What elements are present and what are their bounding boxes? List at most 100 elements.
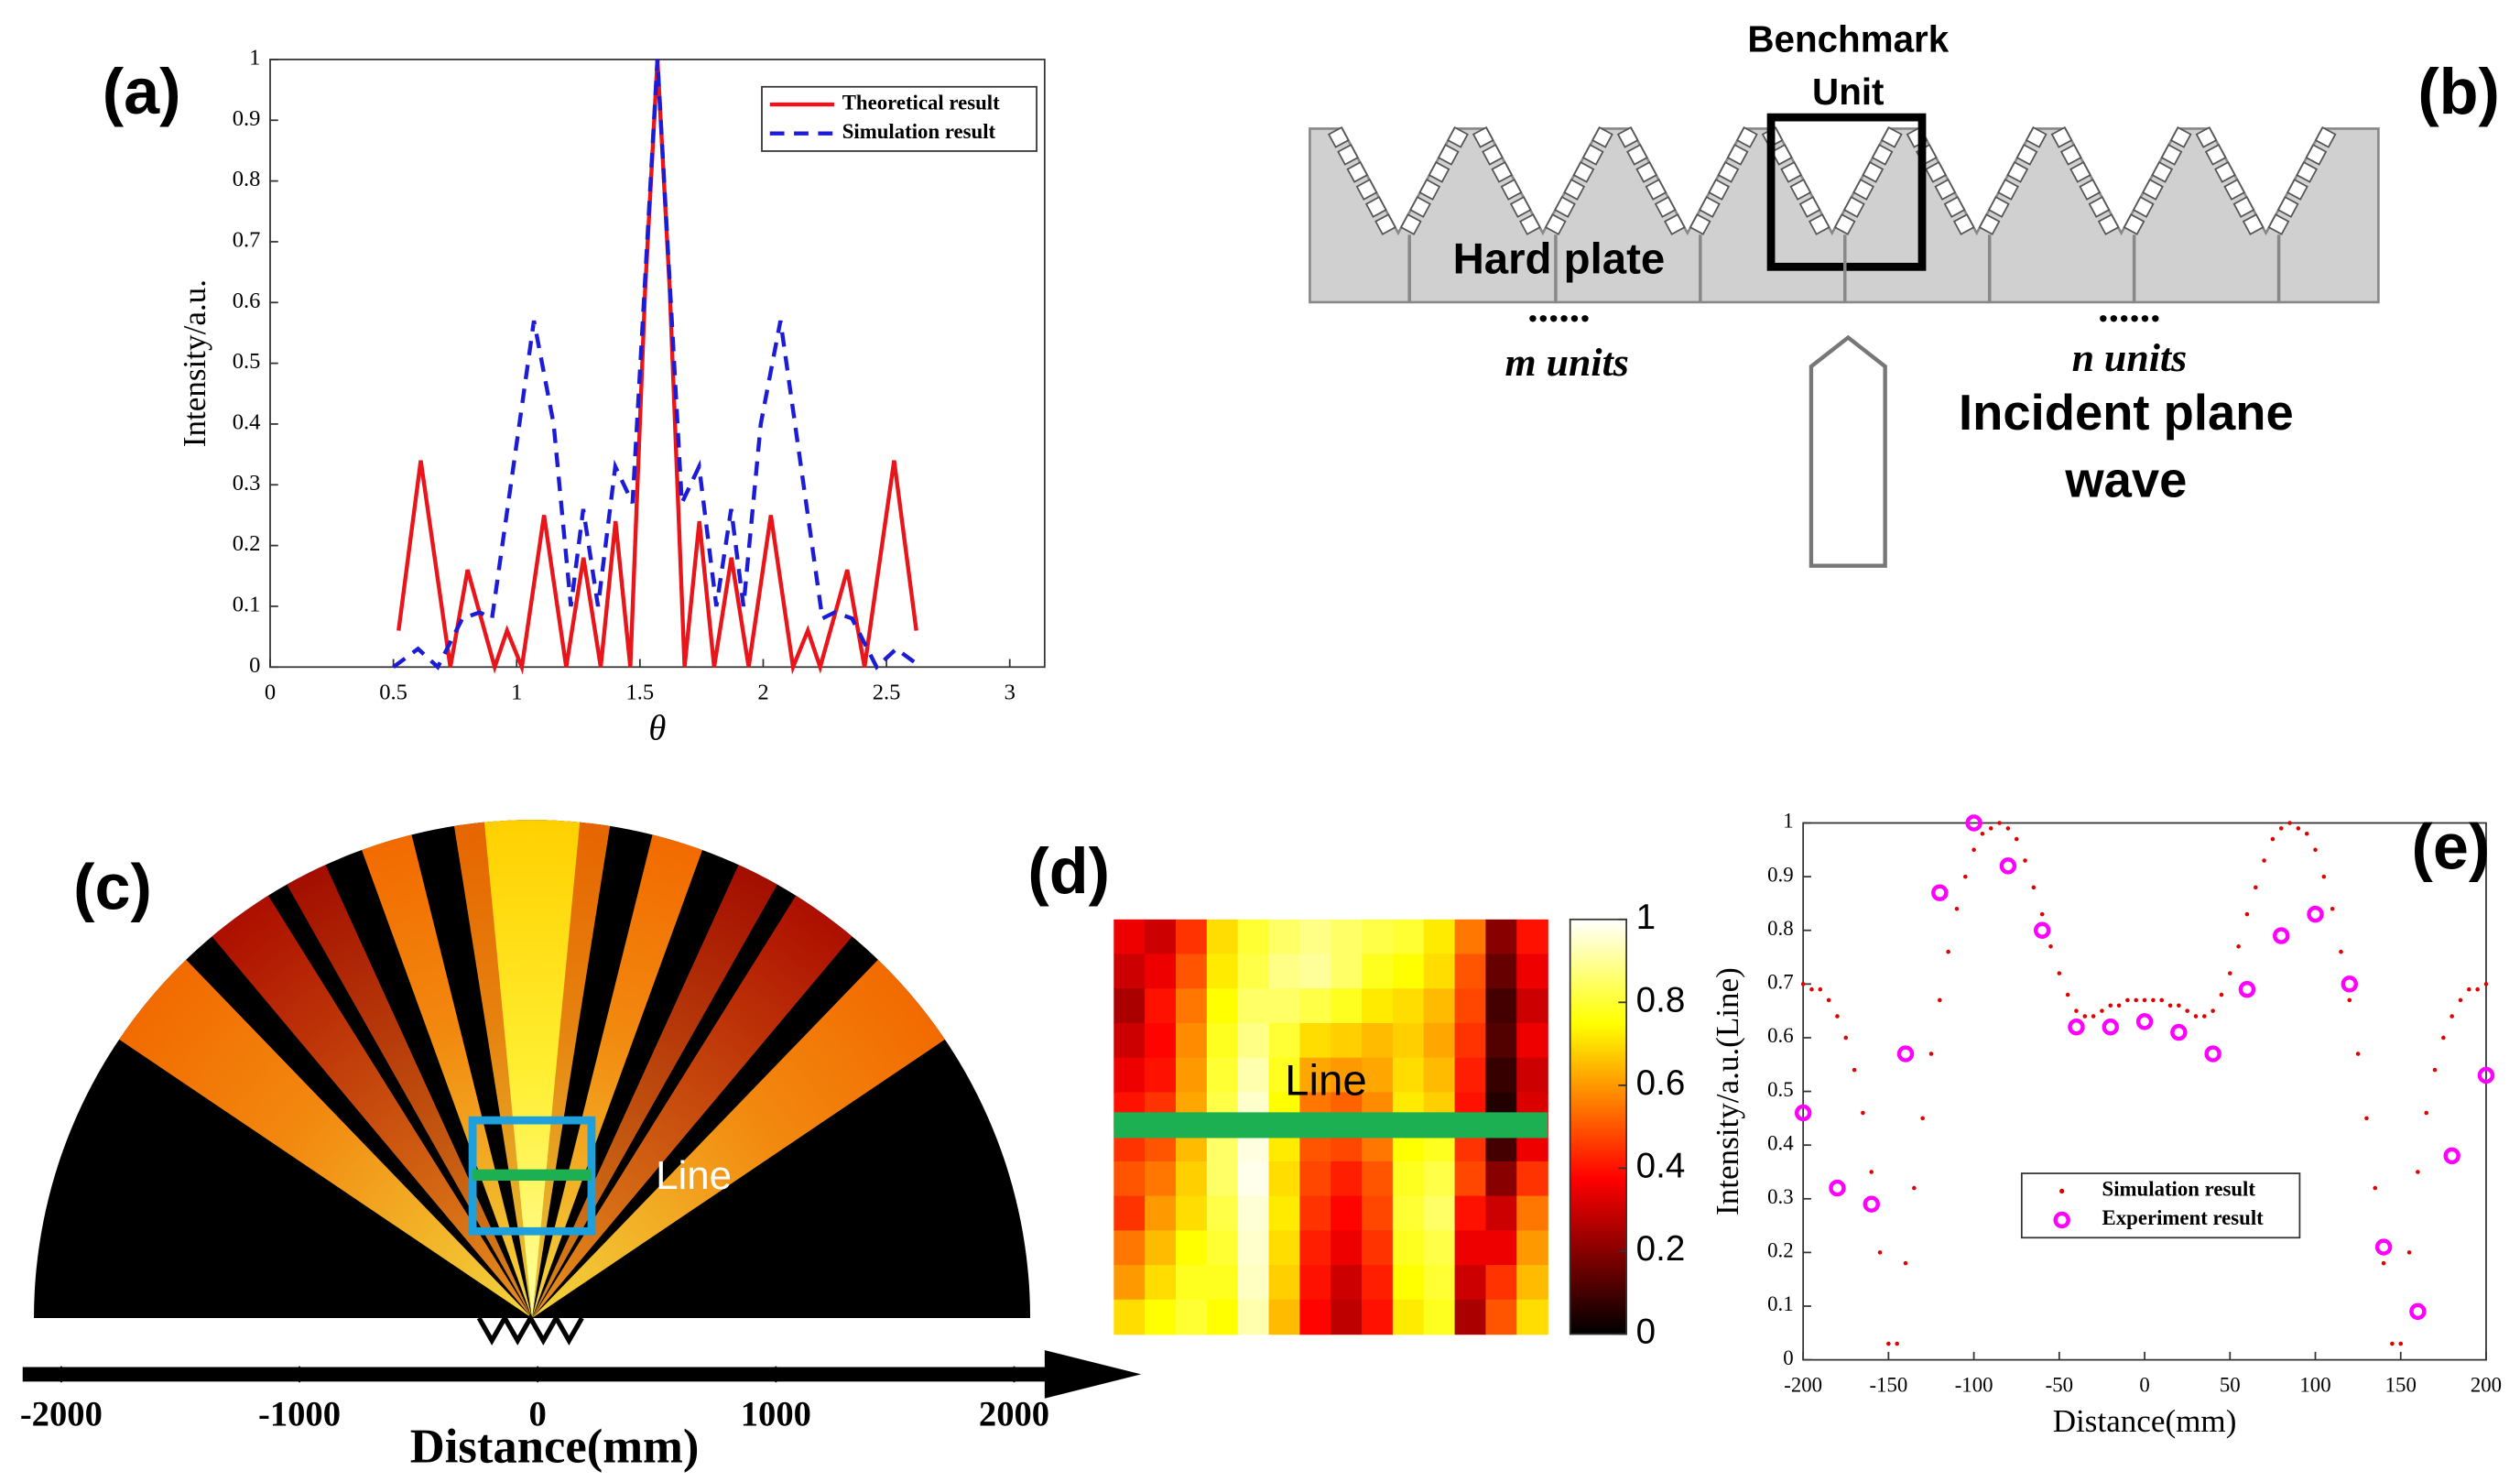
cell [1880, 126, 1903, 148]
cell [1952, 213, 1975, 235]
x-tick-label: -1000 [258, 1396, 341, 1434]
data-point [2108, 1003, 2113, 1008]
heat-cell [1362, 1057, 1394, 1094]
beam [263, 821, 533, 1319]
cell [1735, 126, 1758, 148]
heat-cell [1113, 919, 1146, 955]
heat-cell [1299, 1299, 1331, 1335]
cell [2242, 213, 2265, 235]
cell [1699, 196, 1721, 218]
cell [1472, 126, 1494, 148]
y-tick-label: 1 [1783, 810, 1793, 833]
heat-cell [1299, 1195, 1331, 1232]
heat-cell [1113, 1022, 1146, 1059]
beam-field [22, 820, 1142, 1399]
cell [2276, 196, 2299, 218]
cell [1664, 213, 1686, 235]
data-point [1835, 1014, 1840, 1019]
data-point [2082, 1014, 2088, 1019]
heat-cell [1299, 1230, 1331, 1266]
beam [479, 820, 585, 1319]
data-point [1954, 906, 1960, 911]
data-point [2023, 858, 2027, 863]
heat-cell [1454, 1265, 1487, 1301]
cell [1500, 179, 1523, 201]
incident-label: wave [2064, 452, 2187, 508]
heat-cell [1331, 1265, 1363, 1301]
data-point [2065, 992, 2070, 997]
data-point [2014, 836, 2019, 842]
x-tick-label: 0 [529, 1396, 547, 1434]
cell [2267, 213, 2290, 235]
colorbar [1569, 918, 1627, 1335]
heat-cell [1485, 953, 1517, 989]
cell [1871, 144, 1894, 166]
cell [1842, 196, 1865, 218]
data-point [1971, 847, 1976, 853]
y-tick-label: 0.3 [1767, 1185, 1794, 1208]
heat-cell [1454, 953, 1487, 989]
data-point [1896, 1045, 1915, 1062]
data-point [2416, 1170, 2420, 1174]
heat-cell [1454, 1230, 1487, 1266]
legend-label: Theoretical result [842, 91, 1000, 114]
cell [1987, 196, 2010, 218]
heat-cell [1331, 1057, 1363, 1094]
heat-cell [1516, 953, 1548, 989]
legend-swatch [2053, 1211, 2070, 1229]
heat-cell [1299, 988, 1331, 1024]
data-point [2339, 949, 2343, 954]
cell [1978, 213, 2001, 235]
y-tick-label: 0.8 [1767, 917, 1794, 940]
data-point [2159, 997, 2164, 1003]
data-point [1818, 986, 1823, 992]
data-point [1852, 1067, 1857, 1073]
y-tick-label: 0.6 [1767, 1024, 1794, 1047]
heat-cell [1268, 1299, 1301, 1335]
heat-cell [1113, 1230, 1146, 1266]
cell [1789, 179, 1812, 201]
cell [1925, 161, 1947, 183]
heat-cell [1454, 1161, 1487, 1197]
data-point [2409, 1302, 2427, 1321]
cell [2079, 179, 2102, 201]
colorbar-label: 0.6 [1636, 1063, 1686, 1103]
panel-label: (e) [2411, 811, 2490, 883]
data-point [2321, 874, 2327, 879]
annotation: Line [1285, 1056, 1367, 1105]
heat-cell [1268, 988, 1301, 1024]
cell [2195, 126, 2218, 148]
data-point [2304, 831, 2309, 836]
data-point [2287, 821, 2292, 825]
beam [532, 820, 720, 1319]
heat-cell [1485, 1230, 1517, 1266]
heat-cell [1516, 1195, 1548, 1232]
heat-cell [1454, 919, 1487, 955]
cell [1437, 144, 1460, 166]
heat-cell [1145, 1022, 1177, 1059]
heat-cell [1362, 919, 1394, 955]
data-point [2483, 982, 2489, 986]
heat-cell [1331, 919, 1363, 955]
heat-cell [1454, 1299, 1487, 1335]
cell [1635, 161, 1658, 183]
heat-cell [1175, 1161, 1208, 1197]
colorbar-label: 0.8 [1636, 981, 1686, 1020]
data-point [2074, 1008, 2079, 1013]
cell [1833, 213, 1856, 235]
heat-cell [1392, 1161, 1425, 1197]
heat-cell [1206, 1022, 1239, 1059]
cell [2296, 161, 2319, 183]
heat-cell [1454, 1022, 1487, 1059]
data-point [2341, 975, 2359, 993]
panel-label: (d) [1027, 834, 1110, 907]
m-units: m units [1505, 341, 1629, 385]
heat-cell [1362, 1265, 1394, 1301]
cell [1645, 179, 1667, 201]
heat-cell [1145, 1057, 1177, 1094]
heat-cell [1362, 1230, 1394, 1266]
data-point [1963, 874, 1968, 879]
cell [1616, 126, 1639, 148]
data-point [1877, 1250, 1883, 1255]
heat-cell [1145, 919, 1177, 955]
